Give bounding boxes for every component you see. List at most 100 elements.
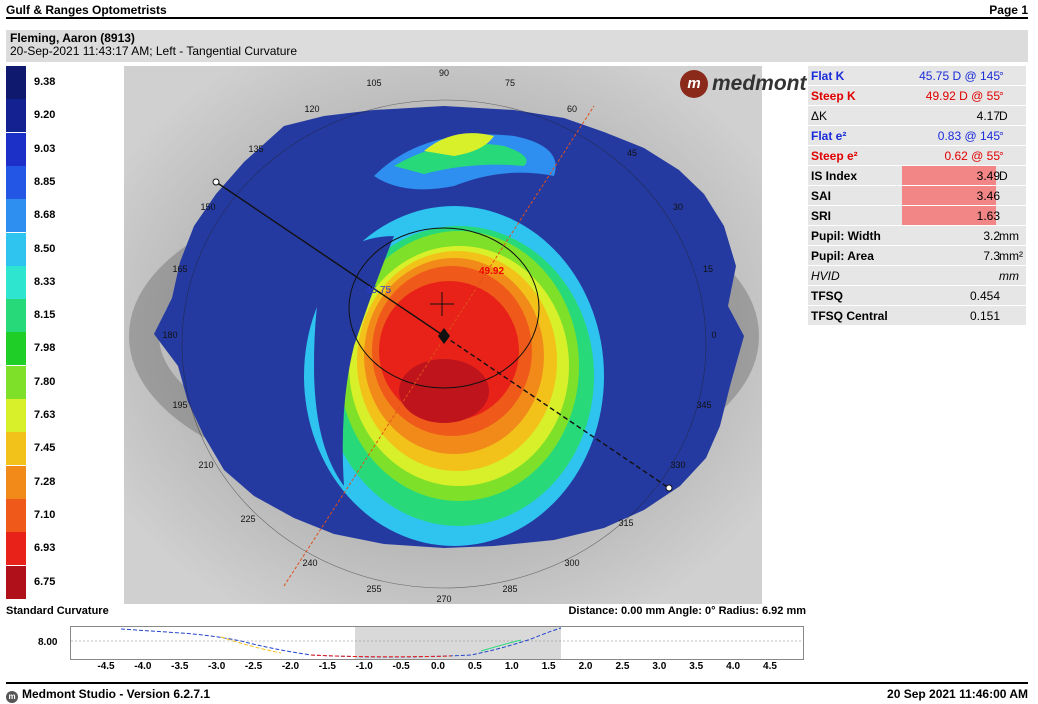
legend-label: 6.93 [34,542,56,555]
profile-curve [71,627,803,658]
angle-label: 345 [696,400,711,410]
medmont-small-icon: m [6,691,18,703]
x-tick-label: -4.0 [134,661,152,672]
x-tick-label: -1.5 [318,661,336,672]
legend-label: 8.15 [34,309,56,322]
legend-label: 8.50 [34,242,56,255]
stat-key: IS Index [811,169,858,183]
angle-label: 165 [172,264,187,274]
angle-label: 225 [240,514,255,524]
legend-entry: 9.20 [6,99,120,133]
stat-row: Steep K 49.92 D @ 55 ° [808,86,1026,106]
highlight-cell [902,206,996,225]
curvature-profile-plot[interactable] [70,626,804,660]
legend-label: 7.10 [34,508,56,521]
stat-key: SAI [811,189,832,203]
stat-unit: ° [999,69,1004,83]
stat-value: 0.454 [969,289,1000,303]
angle-label: 105 [366,78,381,88]
legend-label: 7.45 [34,442,56,455]
angle-label: 270 [436,594,451,604]
x-tick-label: -2.0 [281,661,300,672]
legend-entry: 7.10 [6,498,120,532]
x-tick-label: 2.0 [578,661,593,672]
legend-label: 7.28 [34,475,56,488]
legend-label: 8.68 [34,209,56,222]
angle-label: 75 [505,78,515,88]
x-tick-label: 4.5 [763,661,777,672]
x-tick-label: -4.5 [97,661,115,672]
legend-swatch [6,299,26,333]
curvature-map-svg[interactable]: 90 105 75 120 60 135 45 150 30 165 15 180 0 195 345 210… [124,66,762,604]
legend-swatch [6,232,26,266]
x-tick-label: -3.0 [208,661,226,672]
x-tick-label: 1.5 [541,661,556,672]
legend-entry: 8.68 [6,199,120,233]
stat-unit: mm² [999,249,1023,263]
stat-row: Pupil: Area 7.3 mm² [808,246,1026,266]
legend-label: 9.38 [34,76,56,88]
steep-k-marker: 49.92 [479,266,504,277]
exam-details: 20-Sep-2021 11:43:17 AM; Left - Tangenti… [10,44,298,58]
x-tick-label: 2.5 [615,661,630,672]
practice-name: Gulf & Ranges Optometrists [6,3,167,17]
legend-label: 7.80 [34,375,56,388]
patient-name: Fleming, Aaron (8913) [10,31,135,45]
legend-swatch [6,99,26,133]
stat-row: Flat K 45.75 D @ 145 ° [808,66,1026,86]
stat-key: Flat K [811,69,845,83]
legend-entry: 9.38 [6,66,120,99]
stat-key: SRI [811,209,832,223]
report-footer: m Medmont Studio - Version 6.2.7.1 20 Sep… [6,682,1028,703]
legend-swatch [6,132,26,166]
stat-value: 3.46 [976,189,1000,203]
stat-value: 0.62 @ 55 [944,149,1000,163]
medmont-logo-icon: m [680,70,708,98]
legend-label: 9.20 [34,109,56,122]
legend-entry: 6.93 [6,532,120,566]
legend-label: 8.33 [34,275,56,288]
stat-value: 3.49 [976,169,1000,183]
angle-label: 90 [439,68,449,78]
stat-row: TFSQ 0.454 [808,286,1026,306]
stat-unit: mm [999,229,1019,243]
stat-value: 7.3 [983,249,1000,263]
angle-label: 285 [502,584,517,594]
x-tick-label: 0.5 [467,661,482,672]
legend-swatch [6,265,26,299]
profile-y-label: 8.00 [38,637,58,648]
profile-x-axis: -4.5 -4.0 -3.5 -3.0 -2.5 -2.0 -1.5 -1.0 -0.5 0.0 0… [70,661,804,673]
angle-label: 45 [627,148,637,158]
legend-entry: 8.50 [6,232,120,266]
angle-label: 135 [248,144,263,154]
topography-map[interactable]: 90 105 75 120 60 135 45 150 30 165 15 180 0 195 345 210… [124,66,762,604]
stat-value: 49.92 D @ 55 [925,89,1000,103]
stat-row: SRI 1.63 [808,206,1026,226]
color-scale-legend: 9.38 9.20 9.03 8.85 8.68 8.50 8.33 8.15 7.98 7.80… [6,66,120,600]
legend-entry: 7.80 [6,365,120,399]
print-datetime: 20 Sep 2021 11:46:00 AM [887,687,1028,701]
app-version: Medmont Studio - Version 6.2.7.1 [22,687,211,701]
x-tick-label: 0.0 [431,661,445,672]
stat-key: TFSQ Central [811,309,888,323]
stat-unit: ° [999,89,1004,103]
angle-label: 255 [366,584,381,594]
flat-k-marker: 45.75 [366,285,391,296]
page-number: Page 1 [989,3,1028,17]
angle-label: 180 [162,330,177,340]
stat-value: 4.17 [976,109,1000,123]
x-tick-label: 1.0 [504,661,519,672]
stat-row: ΔK 4.17 D [808,106,1026,126]
angle-label: 240 [302,558,317,568]
highlight-cell [902,186,996,205]
profile-readout: Distance: 0.00 mm Angle: 0° Radius: 6.92… [568,605,806,617]
angle-label: 315 [618,518,633,528]
medmont-logo: m medmont [680,70,807,98]
pupil-zone-shade [355,627,561,659]
legend-entry: 7.45 [6,432,120,466]
stat-row: HVID mm [808,266,1026,286]
stat-unit: ° [999,129,1004,143]
stat-row: Steep e² 0.62 @ 55 ° [808,146,1026,166]
report-header: Gulf & Ranges Optometrists Page 1 [6,3,1028,19]
legend-label: 8.85 [34,175,56,188]
